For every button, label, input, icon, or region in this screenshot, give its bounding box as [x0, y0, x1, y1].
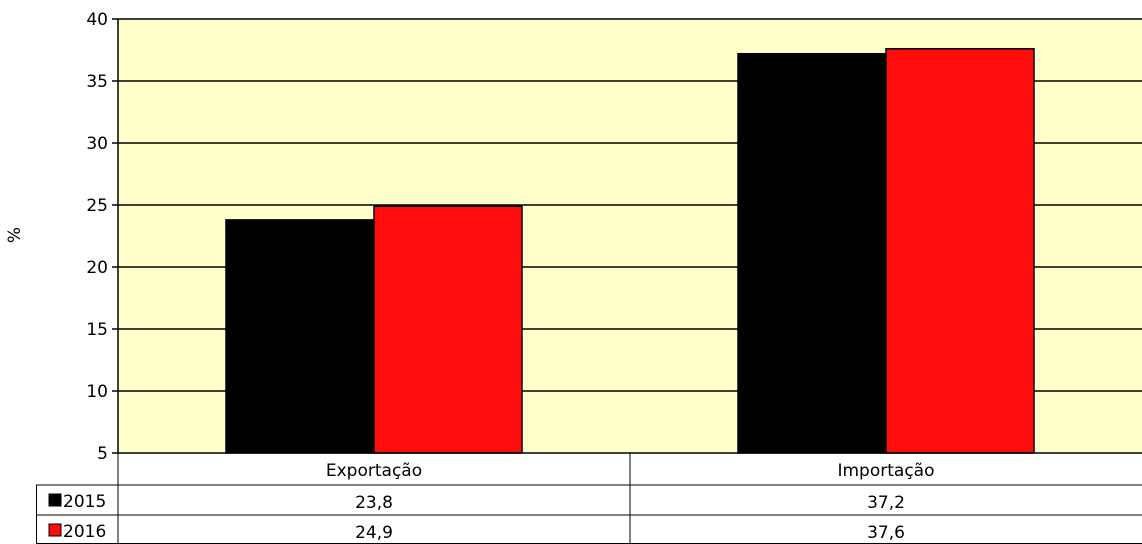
- y-tick-label: 25: [86, 196, 108, 216]
- x-category-label: Exportação: [326, 461, 422, 481]
- legend-series-name: 2015: [63, 492, 106, 512]
- bar-2016-exportacao: [373, 205, 523, 454]
- bar-2015-importacao: [737, 52, 887, 454]
- data-table-value: 24,9: [355, 523, 393, 543]
- legend-swatch: [48, 493, 62, 507]
- legend-swatch: [48, 523, 62, 537]
- y-tick-label: 40: [86, 10, 108, 30]
- data-table-value: 37,2: [867, 493, 905, 513]
- y-tick-label: 15: [86, 320, 108, 340]
- y-tick-label: 20: [86, 258, 108, 278]
- y-tick-label: 30: [86, 134, 108, 154]
- bar-2015-exportacao: [225, 219, 375, 454]
- y-axis-label: %: [5, 227, 25, 243]
- y-tick-label: 5: [97, 444, 108, 464]
- bar-2016-importacao: [885, 48, 1035, 454]
- data-table-value: 37,6: [867, 523, 905, 543]
- legend-series-name: 2016: [63, 522, 106, 542]
- data-table-value: 23,8: [355, 493, 393, 513]
- y-tick-label: 35: [86, 72, 108, 92]
- x-category-label: Importação: [837, 461, 934, 481]
- y-tick-label: 10: [86, 382, 108, 402]
